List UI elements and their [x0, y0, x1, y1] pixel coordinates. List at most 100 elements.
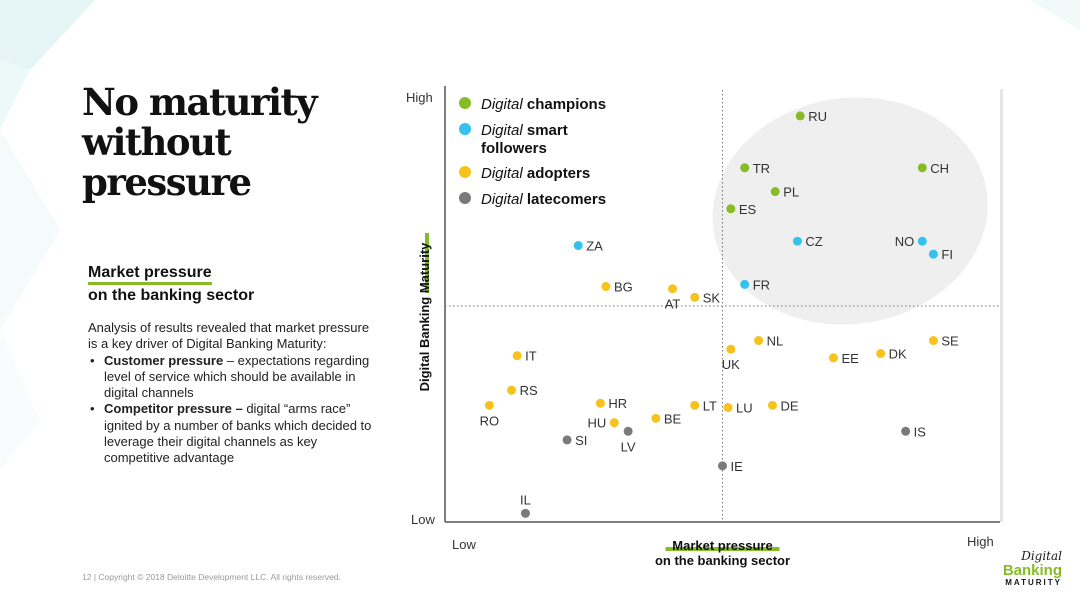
data-point-no: [917, 236, 927, 246]
data-point-be: [651, 413, 661, 423]
data-label-pl: PL: [783, 185, 799, 200]
data-label-it: IT: [525, 349, 537, 364]
legend-label-adopters: Digital adopters: [481, 165, 590, 182]
data-point-at: [668, 284, 678, 294]
data-label-hu: HU: [587, 416, 606, 431]
data-label-uk: UK: [722, 357, 740, 372]
data-label-lu: LU: [736, 401, 753, 416]
x-axis-title-underline: [665, 547, 780, 551]
data-point-hr: [595, 398, 605, 408]
data-label-no: NO: [895, 234, 915, 249]
data-label-si: SI: [575, 433, 587, 448]
data-point-za: [573, 241, 583, 251]
x-axis-high-label: High: [967, 534, 994, 549]
legend-marker-latecomers: [459, 192, 471, 204]
data-label-se: SE: [941, 334, 959, 349]
y-axis-low-label: Low: [411, 512, 435, 527]
data-point-it: [512, 351, 522, 361]
legend-marker-followers: [459, 123, 471, 135]
bullet-bold: Competitor pressure –: [104, 401, 243, 417]
data-point-ee: [829, 353, 838, 363]
brand-logo: Digital Banking MATURITY: [990, 550, 1062, 588]
y-axis-high-label: High: [406, 90, 433, 105]
y-axis-title: Digital Banking Maturity: [417, 242, 432, 392]
x-axis-title-line-2: on the banking sector: [655, 553, 790, 568]
section-heading-line-1: Market pressure: [88, 264, 212, 285]
data-point-fr: [740, 279, 750, 289]
analysis-text: Analysis of results revealed that market…: [88, 320, 378, 467]
data-label-be: BE: [664, 411, 682, 426]
data-label-lt: LT: [703, 398, 717, 413]
title-line-2: without: [82, 120, 232, 164]
data-label-ro: RO: [480, 413, 500, 428]
data-label-ie: IE: [731, 459, 744, 474]
data-label-at: AT: [665, 297, 681, 312]
legend-label-followers: Digital smart: [481, 122, 568, 139]
data-point-si: [562, 435, 572, 445]
data-point-fi: [928, 249, 938, 259]
data-point-is: [901, 426, 911, 436]
data-label-ru: RU: [808, 109, 827, 124]
legend-label-latecomers: Digital latecomers: [481, 191, 606, 208]
data-label-fi: FI: [941, 247, 953, 262]
data-label-cz: CZ: [805, 234, 822, 249]
data-point-cz: [792, 236, 802, 246]
data-label-rs: RS: [520, 383, 538, 398]
section-heading-line-2: on the banking sector: [88, 287, 255, 304]
legend-label-followers-line-2: followers: [481, 140, 547, 157]
legend-marker-champions: [459, 97, 471, 109]
bullet-item: Customer pressure – expectations regardi…: [90, 352, 378, 402]
data-point-ru: [795, 111, 805, 121]
data-label-fr: FR: [753, 277, 770, 292]
data-point-lt: [690, 400, 700, 410]
data-point-ie: [718, 461, 727, 471]
brand-line-3: MATURITY: [1005, 578, 1062, 587]
analysis-bullets: Customer pressure – expectations regardi…: [88, 353, 378, 467]
bullet-bold: Customer pressure: [104, 352, 224, 368]
data-point-pl: [770, 187, 780, 197]
data-point-nl: [754, 336, 764, 346]
data-label-hr: HR: [608, 396, 627, 411]
bullet-text: – expectations regarding level of servic…: [104, 352, 370, 401]
section-heading: Market pressure on the banking sector: [88, 262, 254, 306]
footer-copyright: 12 | Copyright © 2018 Deloitte Developme…: [82, 572, 341, 582]
legend-marker-adopters: [459, 166, 471, 178]
data-label-il: IL: [520, 492, 531, 507]
x-axis-title-line-1: Market pressure: [672, 538, 772, 553]
data-point-tr: [740, 163, 750, 173]
data-point-lv: [623, 426, 633, 436]
title-line-1: No maturity: [82, 80, 318, 124]
data-point-hu: [609, 418, 619, 428]
brand-line-1: Digital: [1021, 549, 1062, 563]
data-label-de: DE: [780, 398, 798, 413]
data-point-de: [767, 400, 777, 410]
brand-line-2: Banking: [1002, 562, 1062, 579]
bullet-item: Competitor pressure – digital “arms race…: [90, 401, 378, 466]
data-point-es: [726, 204, 736, 214]
data-point-bg: [601, 282, 611, 292]
title-line-3: pressure: [82, 160, 252, 204]
data-label-ee: EE: [842, 351, 860, 366]
data-label-dk: DK: [889, 347, 907, 362]
data-label-is: IS: [914, 424, 927, 439]
data-point-ch: [917, 163, 927, 173]
legend-label-champions: Digital champions: [481, 96, 606, 113]
champions-highlight-area: [712, 97, 988, 325]
analysis-intro: Analysis of results revealed that market…: [88, 320, 370, 352]
data-label-sk: SK: [703, 290, 721, 305]
data-label-lv: LV: [621, 439, 636, 454]
data-point-ro: [484, 400, 494, 410]
y-axis-title-underline: [425, 233, 429, 293]
data-label-es: ES: [739, 202, 757, 217]
data-label-bg: BG: [614, 280, 633, 295]
bullet-text: digital “arms race” ignited by a number …: [104, 401, 372, 466]
data-point-uk: [726, 344, 736, 354]
data-label-tr: TR: [753, 161, 770, 176]
data-point-sk: [690, 292, 700, 302]
data-point-dk: [876, 349, 886, 359]
data-label-nl: NL: [767, 334, 784, 349]
data-label-za: ZA: [586, 239, 603, 254]
data-point-rs: [507, 385, 517, 395]
